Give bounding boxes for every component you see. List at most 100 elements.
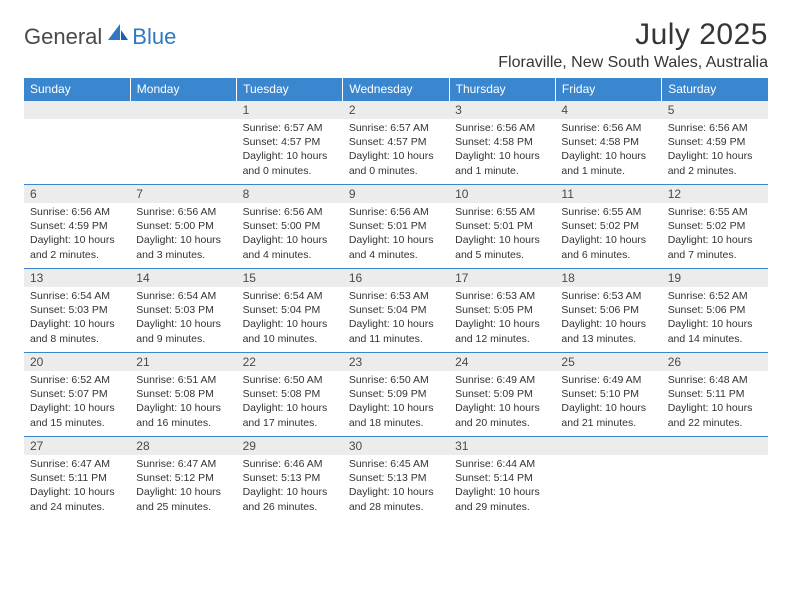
day-details: Sunrise: 6:54 AMSunset: 5:03 PMDaylight:… xyxy=(24,287,130,350)
day-number: 8 xyxy=(237,185,343,203)
sunset-text: Sunset: 5:03 PM xyxy=(136,303,230,317)
dow-header: Thursday xyxy=(449,78,555,101)
daylight-text-1: Daylight: 10 hours xyxy=(561,149,655,163)
brand-logo: General Blue xyxy=(24,18,176,50)
daylight-text-1: Daylight: 10 hours xyxy=(243,149,337,163)
day-details: Sunrise: 6:57 AMSunset: 4:57 PMDaylight:… xyxy=(237,119,343,182)
day-number: 11 xyxy=(555,185,661,203)
day-number xyxy=(555,437,661,455)
day-details: Sunrise: 6:53 AMSunset: 5:05 PMDaylight:… xyxy=(449,287,555,350)
sunrise-text: Sunrise: 6:57 AM xyxy=(349,121,443,135)
day-details xyxy=(24,119,130,171)
calendar-day-cell: 16Sunrise: 6:53 AMSunset: 5:04 PMDayligh… xyxy=(343,269,449,353)
sunset-text: Sunset: 5:12 PM xyxy=(136,471,230,485)
day-number: 27 xyxy=(24,437,130,455)
calendar-day-cell: 13Sunrise: 6:54 AMSunset: 5:03 PMDayligh… xyxy=(24,269,130,353)
sunrise-text: Sunrise: 6:45 AM xyxy=(349,457,443,471)
location-subtitle: Floraville, New South Wales, Australia xyxy=(498,54,768,72)
day-number: 12 xyxy=(662,185,768,203)
sunrise-text: Sunrise: 6:44 AM xyxy=(455,457,549,471)
calendar-day-cell: 8Sunrise: 6:56 AMSunset: 5:00 PMDaylight… xyxy=(237,185,343,269)
sunrise-text: Sunrise: 6:56 AM xyxy=(30,205,124,219)
daylight-text-2: and 21 minutes. xyxy=(561,416,655,430)
daylight-text-2: and 28 minutes. xyxy=(349,500,443,514)
day-number: 30 xyxy=(343,437,449,455)
daylight-text-1: Daylight: 10 hours xyxy=(349,233,443,247)
daylight-text-1: Daylight: 10 hours xyxy=(30,401,124,415)
sunrise-text: Sunrise: 6:51 AM xyxy=(136,373,230,387)
calendar-day-cell xyxy=(24,101,130,185)
day-number: 10 xyxy=(449,185,555,203)
day-number: 1 xyxy=(237,101,343,119)
calendar-day-cell: 22Sunrise: 6:50 AMSunset: 5:08 PMDayligh… xyxy=(237,353,343,437)
calendar-day-cell xyxy=(130,101,236,185)
day-number: 14 xyxy=(130,269,236,287)
daylight-text-1: Daylight: 10 hours xyxy=(561,317,655,331)
calendar-week-row: 6Sunrise: 6:56 AMSunset: 4:59 PMDaylight… xyxy=(24,185,768,269)
sunset-text: Sunset: 5:13 PM xyxy=(349,471,443,485)
calendar-day-cell: 27Sunrise: 6:47 AMSunset: 5:11 PMDayligh… xyxy=(24,437,130,521)
day-number: 21 xyxy=(130,353,236,371)
day-details xyxy=(130,119,236,171)
calendar-day-cell: 6Sunrise: 6:56 AMSunset: 4:59 PMDaylight… xyxy=(24,185,130,269)
daylight-text-2: and 18 minutes. xyxy=(349,416,443,430)
daylight-text-2: and 15 minutes. xyxy=(30,416,124,430)
day-number: 6 xyxy=(24,185,130,203)
day-details: Sunrise: 6:49 AMSunset: 5:10 PMDaylight:… xyxy=(555,371,661,434)
daylight-text-1: Daylight: 10 hours xyxy=(349,149,443,163)
daylight-text-1: Daylight: 10 hours xyxy=(243,317,337,331)
title-block: July 2025 Floraville, New South Wales, A… xyxy=(498,18,768,72)
day-details: Sunrise: 6:47 AMSunset: 5:12 PMDaylight:… xyxy=(130,455,236,518)
sunset-text: Sunset: 5:11 PM xyxy=(668,387,762,401)
sunrise-text: Sunrise: 6:47 AM xyxy=(30,457,124,471)
calendar-day-cell: 15Sunrise: 6:54 AMSunset: 5:04 PMDayligh… xyxy=(237,269,343,353)
day-details: Sunrise: 6:50 AMSunset: 5:08 PMDaylight:… xyxy=(237,371,343,434)
calendar-day-cell: 29Sunrise: 6:46 AMSunset: 5:13 PMDayligh… xyxy=(237,437,343,521)
day-number: 2 xyxy=(343,101,449,119)
sunrise-text: Sunrise: 6:54 AM xyxy=(243,289,337,303)
day-details: Sunrise: 6:53 AMSunset: 5:06 PMDaylight:… xyxy=(555,287,661,350)
sunset-text: Sunset: 5:01 PM xyxy=(455,219,549,233)
sunrise-text: Sunrise: 6:56 AM xyxy=(136,205,230,219)
calendar-day-cell: 5Sunrise: 6:56 AMSunset: 4:59 PMDaylight… xyxy=(662,101,768,185)
daylight-text-2: and 16 minutes. xyxy=(136,416,230,430)
day-number: 5 xyxy=(662,101,768,119)
daylight-text-2: and 3 minutes. xyxy=(136,248,230,262)
day-number: 18 xyxy=(555,269,661,287)
logo-sail-icon xyxy=(106,22,130,47)
sunset-text: Sunset: 5:08 PM xyxy=(243,387,337,401)
sunset-text: Sunset: 5:04 PM xyxy=(243,303,337,317)
sunrise-text: Sunrise: 6:55 AM xyxy=(455,205,549,219)
day-details xyxy=(662,455,768,507)
calendar-day-cell: 30Sunrise: 6:45 AMSunset: 5:13 PMDayligh… xyxy=(343,437,449,521)
daylight-text-1: Daylight: 10 hours xyxy=(668,401,762,415)
sunset-text: Sunset: 5:04 PM xyxy=(349,303,443,317)
daylight-text-1: Daylight: 10 hours xyxy=(668,233,762,247)
day-number: 16 xyxy=(343,269,449,287)
day-number xyxy=(130,101,236,119)
sunrise-text: Sunrise: 6:53 AM xyxy=(349,289,443,303)
day-details: Sunrise: 6:55 AMSunset: 5:02 PMDaylight:… xyxy=(555,203,661,266)
daylight-text-2: and 24 minutes. xyxy=(30,500,124,514)
daylight-text-2: and 26 minutes. xyxy=(243,500,337,514)
day-details: Sunrise: 6:56 AMSunset: 5:00 PMDaylight:… xyxy=(237,203,343,266)
sunset-text: Sunset: 5:14 PM xyxy=(455,471,549,485)
sunset-text: Sunset: 5:02 PM xyxy=(561,219,655,233)
calendar-day-cell: 20Sunrise: 6:52 AMSunset: 5:07 PMDayligh… xyxy=(24,353,130,437)
day-details: Sunrise: 6:53 AMSunset: 5:04 PMDaylight:… xyxy=(343,287,449,350)
sunrise-text: Sunrise: 6:54 AM xyxy=(136,289,230,303)
day-number: 20 xyxy=(24,353,130,371)
sunset-text: Sunset: 5:01 PM xyxy=(349,219,443,233)
day-number: 31 xyxy=(449,437,555,455)
dow-header: Saturday xyxy=(662,78,768,101)
day-number: 25 xyxy=(555,353,661,371)
calendar-document: General Blue July 2025 Floraville, New S… xyxy=(0,0,792,533)
daylight-text-1: Daylight: 10 hours xyxy=(136,485,230,499)
calendar-day-cell: 12Sunrise: 6:55 AMSunset: 5:02 PMDayligh… xyxy=(662,185,768,269)
calendar-day-cell: 17Sunrise: 6:53 AMSunset: 5:05 PMDayligh… xyxy=(449,269,555,353)
daylight-text-1: Daylight: 10 hours xyxy=(349,317,443,331)
day-details: Sunrise: 6:44 AMSunset: 5:14 PMDaylight:… xyxy=(449,455,555,518)
calendar-day-cell: 1Sunrise: 6:57 AMSunset: 4:57 PMDaylight… xyxy=(237,101,343,185)
day-details: Sunrise: 6:56 AMSunset: 4:59 PMDaylight:… xyxy=(24,203,130,266)
daylight-text-2: and 17 minutes. xyxy=(243,416,337,430)
